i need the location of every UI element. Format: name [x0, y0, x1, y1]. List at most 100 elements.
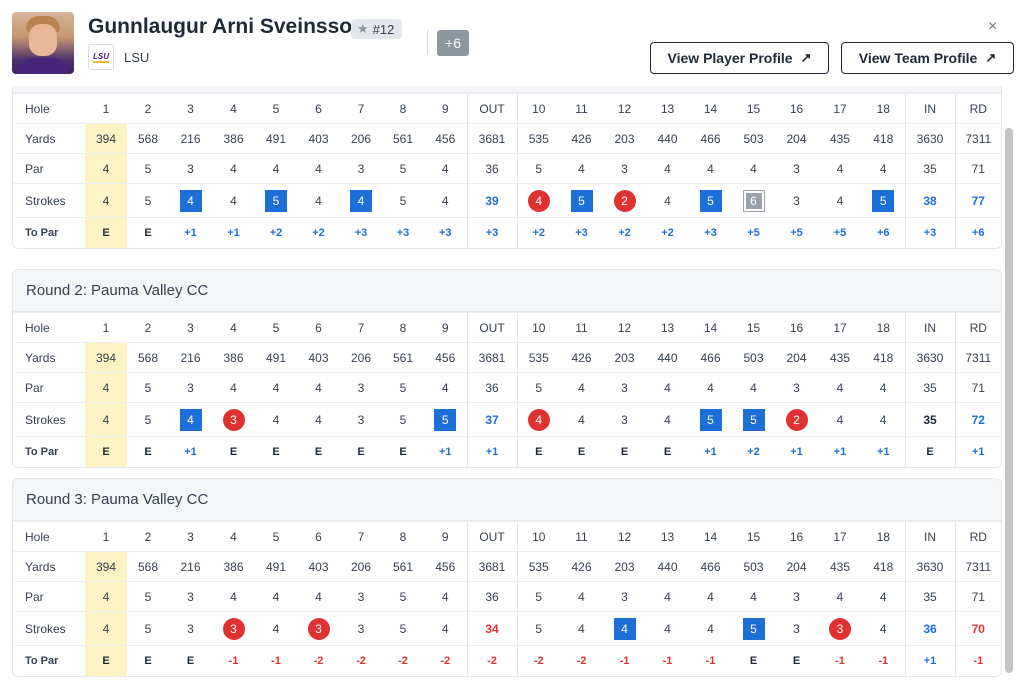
to-par-value: +1	[227, 226, 240, 239]
scrollbar-thumb[interactable]	[1005, 128, 1013, 673]
total-to-par-badge: +6	[437, 30, 469, 56]
strokes-cell: 3	[818, 611, 862, 646]
par-cell: 4	[212, 581, 255, 612]
stroke-score: 5	[399, 412, 407, 427]
hole-cell: 4	[212, 521, 255, 552]
par-cell: 5	[127, 372, 169, 403]
close-icon[interactable]: ×	[988, 18, 998, 35]
topar-cell: +1	[862, 436, 905, 467]
to-par-value: -2	[533, 654, 544, 667]
strokes-cell: 5	[689, 183, 732, 218]
strokes-cell: 72	[954, 402, 1001, 437]
yards-cell: 3681	[466, 342, 517, 373]
hole-cell: IN	[904, 312, 955, 343]
yards-cell: 435	[818, 551, 862, 582]
to-par-value: E	[144, 654, 152, 667]
hole-cell: 11	[560, 93, 603, 124]
topar-row: To Par E E +1 E E E E E +1 +1 E E E E +1 +2 +1 +1 +1 E +1	[13, 436, 1001, 467]
hole-cell: 16	[775, 93, 818, 124]
yards-cell: 386	[212, 342, 255, 373]
par-cell: 5	[382, 153, 424, 184]
to-par-value: -1	[271, 654, 281, 667]
yards-cell: 466	[689, 551, 732, 582]
strokes-cell: 39	[466, 183, 517, 218]
yards-cell: 403	[297, 342, 340, 373]
to-par-value: E	[186, 654, 195, 667]
topar-cell: +2	[646, 217, 689, 248]
to-par-value: -1	[228, 654, 239, 667]
stroke-score: 3	[793, 621, 800, 636]
strokes-cell: 38	[904, 183, 955, 218]
yards-cell: 561	[382, 551, 424, 582]
par-label: Par	[13, 372, 85, 403]
to-par-value: E	[314, 445, 323, 458]
to-par-value: -2	[398, 654, 408, 667]
strokes-cell: 4	[297, 402, 340, 437]
yards-cell: 3630	[904, 342, 955, 373]
round-card: Hole 1 2 3 4 5 6 7 8 9 OUT 10 11 12 13 14 15 16 17 18 IN RD Ya…	[12, 86, 1002, 249]
topar-cell: +2	[297, 217, 340, 248]
yards-label: Yards	[13, 342, 85, 373]
topar-cell: +1	[689, 436, 732, 467]
strokes-cell: 4	[516, 402, 560, 437]
topar-cell: -2	[560, 645, 603, 676]
hole-cell: 6	[297, 521, 340, 552]
yards-cell: 491	[255, 123, 297, 154]
yards-cell: 206	[340, 551, 382, 582]
yards-cell: 466	[689, 123, 732, 154]
view-player-profile-button[interactable]: View Player Profile ↗	[650, 42, 829, 74]
stroke-score: 5	[535, 621, 543, 636]
topar-cell: -1	[255, 645, 297, 676]
strokes-cell: 4	[646, 611, 689, 646]
par-cell: 4	[212, 372, 255, 403]
topar-cell: +1	[466, 436, 517, 467]
hole-cell: 7	[340, 521, 382, 552]
hole-cell: 4	[212, 93, 255, 124]
topar-cell: -1	[689, 645, 732, 676]
yards-cell: 216	[169, 342, 212, 373]
to-par-value: +3	[485, 226, 499, 239]
yards-cell: 418	[862, 551, 905, 582]
topar-cell: +3	[424, 217, 467, 248]
to-par-value: +2	[747, 445, 760, 458]
topar-cell: +1	[954, 436, 1001, 467]
hole-cell: 15	[732, 93, 775, 124]
to-par-value: -2	[356, 654, 366, 667]
strokes-cell: 2	[775, 402, 818, 437]
strokes-cell: 5	[255, 183, 297, 218]
stroke-score: 4	[578, 412, 585, 427]
yards-cell: 568	[127, 342, 169, 373]
to-par-value: +1	[876, 445, 890, 458]
strokes-label: Strokes	[13, 611, 85, 646]
topar-cell: +1	[818, 436, 862, 467]
strokes-cell: 5	[862, 183, 905, 218]
yards-cell: 206	[340, 342, 382, 373]
topar-cell: +6	[954, 217, 1001, 248]
scorecard-table: Hole 1 2 3 4 5 6 7 8 9 OUT 10 11 12 13 14 15 16 17 18 IN RD Ya…	[13, 521, 1001, 676]
par-row: Par 4 5 3 4 4 4 3 5 4 36 5 4 3 4 4 4 3 4 4 35 71	[13, 153, 1001, 184]
hole-cell: 15	[732, 521, 775, 552]
topar-cell: -1	[603, 645, 646, 676]
yards-cell: 216	[169, 123, 212, 154]
topar-cell: -1	[954, 645, 1001, 676]
yards-cell: 3681	[466, 123, 517, 154]
strokes-cell: 4	[818, 402, 862, 437]
par-cell: 4	[732, 153, 775, 184]
strokes-cell: 3	[775, 611, 818, 646]
to-par-value: +6	[971, 226, 985, 239]
scorecard-scroll-area[interactable]: Hole 1 2 3 4 5 6 7 8 9 OUT 10 11 12 13 14 15 16 17 18 IN RD Ya…	[0, 86, 1024, 687]
topar-cell: +1	[775, 436, 818, 467]
strokes-cell: 4	[297, 183, 340, 218]
yards-row: Yards 394 568 216 386 491 403 206 561 456 3681 535 4…	[13, 123, 1001, 154]
star-icon: ★	[357, 21, 369, 36]
view-team-profile-button[interactable]: View Team Profile ↗	[841, 42, 1014, 74]
scorecard-table: Hole 1 2 3 4 5 6 7 8 9 OUT 10 11 12 13 14 15 16 17 18 IN RD Ya…	[13, 312, 1001, 467]
hole-cell: 13	[646, 93, 689, 124]
stroke-score: 3	[357, 412, 365, 427]
to-par-value: -1	[973, 654, 984, 667]
strokes-cell: 77	[954, 183, 1001, 218]
par-cell: 71	[954, 153, 1001, 184]
hole-cell: 8	[382, 521, 424, 552]
stroke-score: 4	[102, 412, 110, 427]
strokes-total: 38	[923, 193, 937, 208]
